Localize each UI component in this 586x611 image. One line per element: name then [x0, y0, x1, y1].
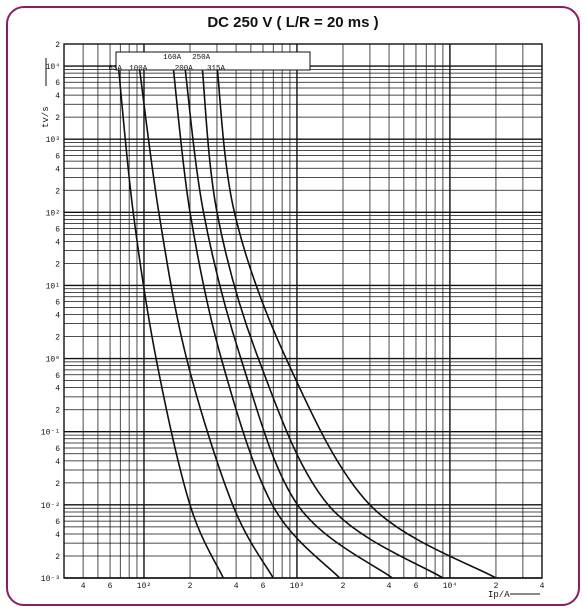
x-tick-label: 2: [341, 582, 346, 591]
y-tick-label: 4: [55, 92, 60, 101]
x-tick-label: 4: [81, 582, 86, 591]
y-tick-label: 10⁻¹: [41, 429, 60, 438]
y-tick-label: 10⁻²: [41, 502, 60, 511]
x-tick-label: 2: [188, 582, 193, 591]
y-tick-label: 10⁴: [46, 63, 60, 72]
y-tick-label: 10⁰: [46, 356, 60, 365]
legend: 63A 100A 160A 200A 250A 315A: [108, 51, 311, 73]
y-tick-label: 6: [55, 445, 60, 454]
y-tick-labels: 2 10⁴ 6 4 2 10³ 6 4 2 10² 6 4 2 10¹ 6 4 2 10⁰ 6 4 2 10⁻¹ 6 4 2 10…: [41, 41, 60, 584]
y-tick-label: 2: [55, 480, 60, 489]
legend-label-200A: 200A: [175, 65, 194, 73]
y-tick-label: 6: [55, 299, 60, 308]
series-curve-200A: [184, 65, 393, 579]
legend-box: [115, 51, 311, 71]
y-tick-label: 6: [55, 79, 60, 88]
y-tick-label: 2: [55, 260, 60, 269]
x-tick-label: 6: [414, 582, 419, 591]
series-curve-100A: [138, 65, 274, 579]
y-tick-label: 6: [55, 372, 60, 381]
legend-label-63A: 63A: [108, 65, 122, 73]
series-curve-63A: [117, 65, 225, 579]
legend-label-315A: 315A: [207, 65, 226, 73]
y-tick-label: 6: [55, 226, 60, 235]
chart-frame: [6, 6, 580, 606]
legend-label-250A: 250A: [192, 54, 211, 62]
legend-label-100A: 100A: [129, 65, 148, 73]
y-tick-label: 4: [55, 165, 60, 174]
grid: [63, 43, 543, 579]
series-curve-250A: [201, 65, 444, 579]
legend-label-160A: 160A: [163, 54, 182, 62]
y-tick-label: 6: [55, 152, 60, 161]
series-curve-315A: [216, 65, 497, 579]
y-tick-label: 4: [55, 385, 60, 394]
x-tick-label: 6: [261, 582, 266, 591]
y-tick-label: 4: [55, 312, 60, 321]
y-tick-label: 6: [55, 518, 60, 527]
x-tick-label: 10³: [290, 582, 304, 591]
plot-border: [63, 43, 543, 579]
series-curve-160A: [172, 65, 341, 579]
y-tick-label: 4: [55, 238, 60, 247]
x-tick-label: 10²: [137, 582, 151, 591]
y-tick-label: 4: [55, 458, 60, 467]
y-tick-label: 2: [55, 41, 60, 50]
y-tick-label: 10¹: [46, 282, 60, 291]
y-tick-label: 4: [55, 531, 60, 540]
y-tick-label: 10⁻³: [41, 575, 60, 584]
x-tick-label: 10⁴: [443, 582, 457, 591]
y-tick-label: 2: [55, 334, 60, 343]
x-axis-label: Ip/A: [488, 590, 510, 600]
chart-title: DC 250 V ( L/R = 20 ms ): [207, 14, 379, 31]
x-tick-label: 6: [108, 582, 113, 591]
y-axis-label: tv/s: [41, 106, 51, 128]
x-tick-label: 4: [540, 582, 545, 591]
y-tick-label: 2: [55, 187, 60, 196]
x-tick-label: 4: [234, 582, 239, 591]
x-tick-labels: 4 6 10² 2 4 6 10³ 2 4 6 10⁴ 2 4: [81, 582, 545, 591]
x-tick-label: 2: [494, 582, 499, 591]
y-tick-label: 10²: [46, 209, 60, 218]
y-tick-label: 10³: [46, 136, 60, 145]
y-tick-label: 2: [55, 553, 60, 562]
x-tick-label: 4: [387, 582, 392, 591]
curves: [117, 65, 497, 579]
y-tick-label: 2: [55, 114, 60, 123]
y-tick-label: 2: [55, 407, 60, 416]
